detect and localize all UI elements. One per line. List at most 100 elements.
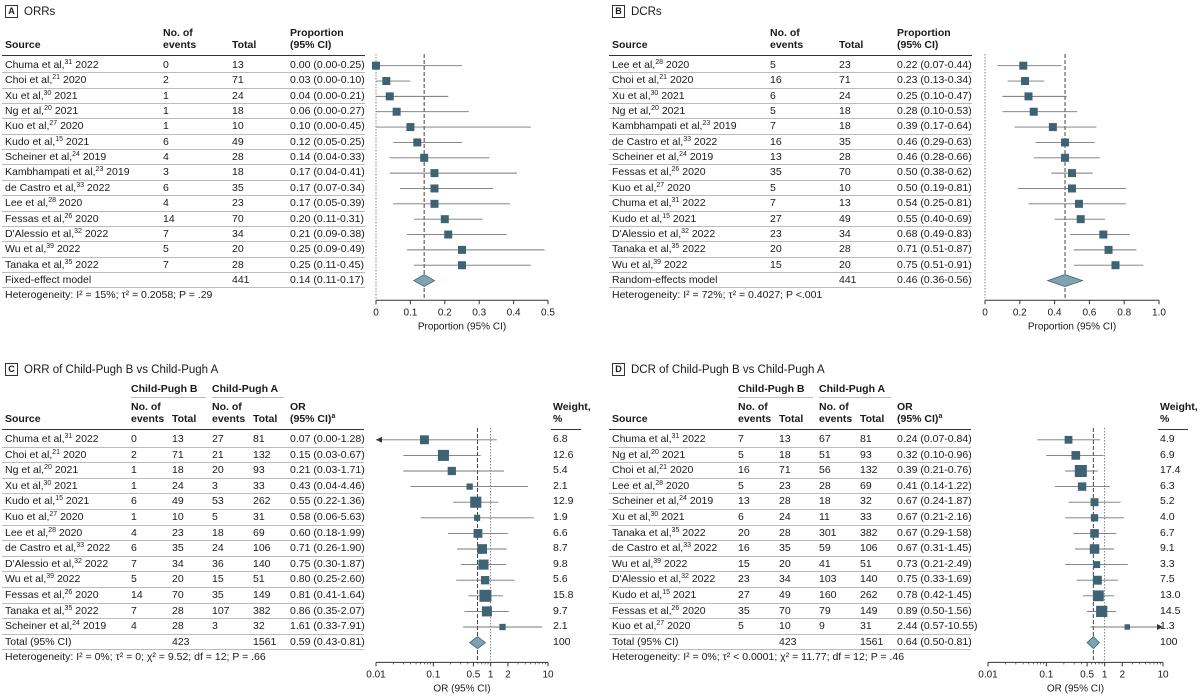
summary-weight: 100 xyxy=(1160,635,1178,648)
source-cell: Scheiner et al,24 2019 xyxy=(612,151,713,163)
ci-cell: 0.60 (0.18-1.99) xyxy=(290,526,365,539)
summary-ci: 0.59 (0.43-0.81) xyxy=(290,635,365,648)
source-ref: 28 xyxy=(655,59,663,66)
weight-header-2: % xyxy=(553,413,563,425)
proportion-header-2: (95% CI) xyxy=(897,39,939,51)
b-events-cell: 4 xyxy=(131,526,137,539)
table-rule xyxy=(609,133,972,135)
weight-cell: 4.0 xyxy=(1160,511,1175,523)
source-ref: 20 xyxy=(651,105,659,113)
source-year: 2019 xyxy=(79,620,107,633)
source-cell: Kudo et al,15 2021 xyxy=(612,589,696,601)
a-events-cell: 5 xyxy=(212,511,218,523)
study-estimate-marker xyxy=(499,623,506,631)
source-ref: 23 xyxy=(702,120,711,128)
study-estimate-marker xyxy=(444,230,453,239)
x-axis-label: Proportion (95% CI) xyxy=(1028,321,1116,332)
study-estimate-marker xyxy=(430,199,439,208)
source-author: de Castro et al, xyxy=(5,542,77,555)
b-total-cell: 20 xyxy=(779,557,791,570)
weight-cell: 5.2 xyxy=(1160,495,1175,508)
source-author: Ng et al, xyxy=(612,105,652,118)
a-events-cell: 28 xyxy=(819,479,831,492)
total-cell: 49 xyxy=(839,212,851,225)
source-author: Choi et al, xyxy=(5,448,53,461)
total-cell: 23 xyxy=(839,59,851,71)
table-rule xyxy=(2,164,365,166)
b-events-cell: 5 xyxy=(738,479,744,492)
summary-diamond xyxy=(1046,274,1084,287)
summary-label: Total (95% CI) xyxy=(612,635,679,648)
x-axis-tick-label: 0 xyxy=(373,307,379,318)
source-author: Kuo et al, xyxy=(5,511,50,523)
a-events-cell: 67 xyxy=(819,433,831,445)
total-cell: 71 xyxy=(232,74,244,87)
x-axis-tick-label: 2 xyxy=(1119,669,1125,680)
source-cell: Scheiner et al,24 2019 xyxy=(612,495,713,507)
heterogeneity-text: Heterogeneity: I² = 15%; τ² = 0.2058; P … xyxy=(5,289,213,302)
table-rule xyxy=(609,462,971,464)
summary-diamond xyxy=(413,274,436,288)
x-axis-tick-label: 0 xyxy=(982,307,988,318)
study-estimate-marker xyxy=(1111,261,1120,270)
source-author: Lee et al, xyxy=(612,479,656,492)
heterogeneity-text: Heterogeneity: I² = 72%; τ² = 0.4027; P … xyxy=(612,289,823,302)
study-estimate-marker xyxy=(477,544,487,554)
source-year: 2022 xyxy=(72,433,99,445)
table-rule xyxy=(609,256,972,258)
ci-cell: 0.67 (0.29-1.58) xyxy=(897,526,972,539)
source-ref: 30 xyxy=(43,89,52,97)
source-author: Lee et al, xyxy=(612,59,656,71)
b-total-cell: 28 xyxy=(172,620,184,633)
source-author: Tanaka et al, xyxy=(5,604,65,617)
study-estimate-marker xyxy=(1068,169,1076,178)
summary-total: 441 xyxy=(839,273,857,286)
source-author: Ng et al, xyxy=(612,448,652,461)
table-rule xyxy=(131,397,206,398)
table-rule xyxy=(2,210,365,212)
weight-cell: 9.8 xyxy=(553,557,568,570)
total-cell: 20 xyxy=(232,243,244,256)
study-estimate-marker xyxy=(437,449,449,461)
b-events-header-2: events xyxy=(738,413,772,425)
table-rule xyxy=(2,225,365,227)
source-cell: de Castro et al,33 2022 xyxy=(612,136,717,148)
b-total-cell: 34 xyxy=(779,573,791,586)
source-year: 2022 xyxy=(72,59,99,71)
source-cell: Lee et al,28 2020 xyxy=(612,480,689,492)
source-author: Lee et al, xyxy=(5,526,49,539)
summary-ci: 0.14 (0.11-0.17) xyxy=(290,273,364,286)
table-rule xyxy=(2,72,365,74)
ci-cell: 0.89 (0.50-1.56) xyxy=(897,604,972,617)
summary-label: Random-effects model xyxy=(612,273,718,286)
a-total-header: Total xyxy=(253,413,278,425)
source-cell: Chuma et al,31 2022 xyxy=(5,433,99,445)
or-header-footnote: a xyxy=(938,413,943,420)
source-author: D'Alessio et al, xyxy=(5,557,75,570)
source-author: D'Alessio et al, xyxy=(612,227,682,240)
summary-b-total: 423 xyxy=(779,635,797,648)
b-events-header-1: No. of xyxy=(738,401,768,413)
source-cell: Tanaka et al,35 2022 xyxy=(5,605,99,617)
b-events-cell: 6 xyxy=(131,542,137,555)
a-total-cell: 32 xyxy=(860,495,872,508)
x-axis-tick-label: 10 xyxy=(542,669,554,680)
source-year: 2021 xyxy=(63,135,90,148)
source-ref: 24 xyxy=(72,620,80,628)
source-author: Kuo et al, xyxy=(5,120,50,133)
b-total-cell: 49 xyxy=(172,495,184,508)
panel-title-a: A ORRs xyxy=(5,5,55,18)
study-estimate-marker xyxy=(1068,184,1076,193)
events-cell: 0 xyxy=(163,59,169,71)
source-header: Source xyxy=(612,413,648,425)
events-cell: 35 xyxy=(770,166,782,179)
ci-cell: 0.21 (0.03-1.71) xyxy=(290,464,365,477)
source-author: Wu et al, xyxy=(5,573,47,586)
b-total-cell: 71 xyxy=(779,464,791,477)
source-cell: Choi et al,21 2020 xyxy=(5,74,86,86)
source-cell: Scheiner et al,24 2019 xyxy=(5,620,106,632)
source-cell: Tanaka et al,35 2022 xyxy=(612,243,706,255)
table-rule xyxy=(1158,429,1188,430)
source-year: 2020 xyxy=(57,511,84,523)
source-author: Choi et al, xyxy=(5,74,53,87)
